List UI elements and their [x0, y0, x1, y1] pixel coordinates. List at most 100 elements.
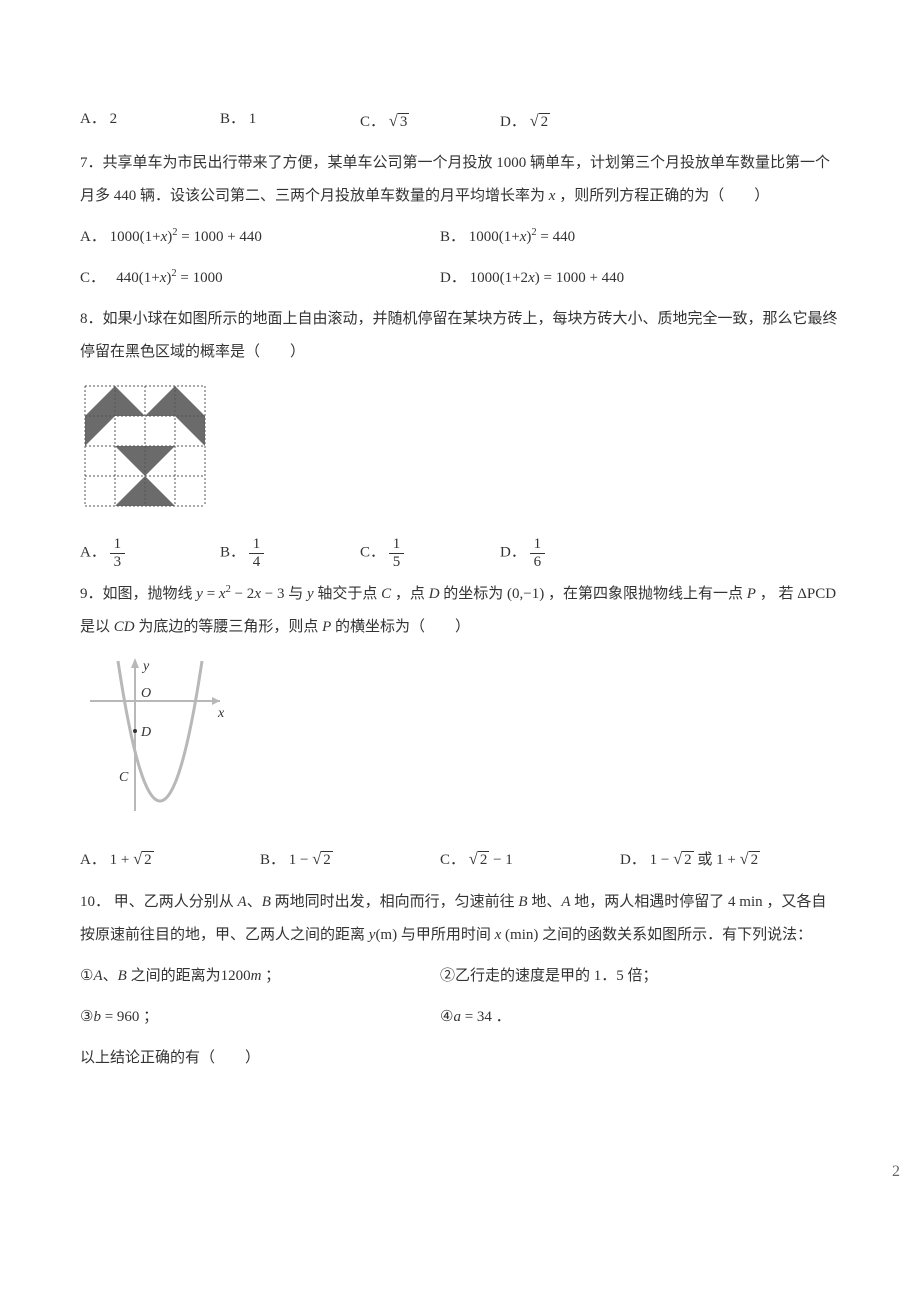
- val: 4 min: [728, 894, 763, 910]
- t: − 3: [261, 586, 284, 602]
- var-b: b: [93, 1009, 101, 1025]
- q7-options-row2: C． 440(1+x)2 = 1000 D． 1000(1+2x) = 1000…: [80, 262, 840, 295]
- exam-page: A． 2 B． 1 C． 3 D． 2 7．共享单车为市民出行带来了方便，某单车…: [0, 0, 920, 1123]
- fraction: 16: [530, 536, 546, 570]
- rhs: = 1000: [177, 270, 223, 286]
- numerator: 1: [530, 536, 546, 554]
- opt-label: B．: [220, 111, 245, 127]
- q-number: 7．: [80, 155, 103, 171]
- denominator: 6: [530, 554, 546, 571]
- numerator: 1: [110, 536, 126, 554]
- pt-a: A: [561, 894, 570, 910]
- sqrt-icon: 2: [469, 841, 490, 877]
- svg-text:x: x: [217, 706, 225, 721]
- var-y: y: [307, 586, 314, 602]
- t: 地，两人相遇时停留了: [571, 894, 725, 910]
- coef: 440(1+: [116, 270, 159, 286]
- q-number: 10．: [80, 894, 110, 910]
- opt-label: A．: [80, 852, 106, 868]
- t: 是以: [80, 619, 114, 635]
- opt-value: 1: [249, 111, 257, 127]
- fraction: 14: [249, 536, 265, 570]
- q10-tail: 以上结论正确的有（ ）: [80, 1042, 840, 1075]
- expr: 1000(1+x)2 = 440: [469, 229, 575, 245]
- eq: = 34 ．: [461, 1009, 511, 1025]
- sqrt-icon: 2: [312, 841, 333, 877]
- q6-option-b: B． 1: [220, 103, 360, 139]
- page-number: 2: [0, 1123, 920, 1181]
- t: 两地同时出发，相向而行，匀速前往: [271, 894, 519, 910]
- coef: 1000(1+: [110, 229, 161, 245]
- opt-label: A．: [80, 111, 106, 127]
- sqrt-arg: 2: [142, 851, 154, 868]
- pt-b: B: [118, 968, 127, 984]
- q6-option-a: A． 2: [80, 103, 220, 139]
- rhs: = 1000 + 440: [177, 229, 261, 245]
- t: 若: [778, 586, 797, 602]
- t: 为底边的等腰三角形，则点: [135, 619, 323, 635]
- t: 甲、乙两人分别从: [110, 894, 238, 910]
- opt-label: C．: [440, 852, 465, 868]
- or: 或: [694, 852, 717, 868]
- var-a: a: [453, 1009, 461, 1025]
- expr: 1000(1+2x) = 1000 + 440: [470, 270, 625, 286]
- pt-b: B: [518, 894, 527, 910]
- q-text: 如果小球在如图所示的地面上自由滚动，并随机停留在某块方砖上，每块方砖大小、质地完…: [80, 311, 838, 360]
- denominator: 4: [249, 554, 265, 571]
- pt-p: P: [747, 586, 756, 602]
- val: 1200: [221, 968, 251, 984]
- t: 之间的距离为: [127, 968, 221, 984]
- q7-options-row1: A． 1000(1+x)2 = 1000 + 440 B． 1000(1+x)2…: [80, 221, 840, 254]
- t: ，点: [391, 586, 429, 602]
- expr: 440(1+x)2 = 1000: [109, 270, 223, 286]
- q8-options: A． 13 B． 14 C． 15 D． 16: [80, 536, 840, 570]
- q9-option-d: D． 1 − 2 或 1 + 2: [620, 841, 760, 877]
- statement-4: ④a = 34 ．: [440, 1001, 511, 1034]
- pt-a: A: [93, 968, 102, 984]
- q10-statements-2: ③b = 960 ； ④a = 34 ．: [80, 1001, 840, 1034]
- q9-option-c: C． 2 − 1: [440, 841, 620, 877]
- sep: 、: [103, 968, 118, 984]
- circ-num: ③: [80, 1009, 93, 1025]
- t: 之间的函数关系如图所示．有下列说法：: [542, 927, 812, 943]
- opt-label: B．: [260, 852, 285, 868]
- pt-p: P: [322, 619, 331, 635]
- q7-option-a: A． 1000(1+x)2 = 1000 + 440: [80, 221, 440, 254]
- q8-figure: [80, 381, 840, 524]
- pt-d: D: [429, 586, 440, 602]
- opt-label: D．: [440, 270, 466, 286]
- q-number: 8．: [80, 311, 103, 327]
- t: − 2: [231, 586, 254, 602]
- opt-label: D．: [620, 852, 646, 868]
- opt-label: D．: [500, 114, 526, 130]
- pre: 1 +: [110, 852, 133, 868]
- opt-label: C．: [360, 114, 385, 130]
- tail: ；: [261, 968, 280, 984]
- svg-text:y: y: [141, 659, 150, 674]
- q9-stem: 9．如图，抛物线 y = x2 − 2x − 3 与 y 轴交于点 C ，点 D…: [80, 578, 840, 644]
- q10-stem: 10． 甲、乙两人分别从 A、B 两地同时出发，相向而行，匀速前往 B 地、A …: [80, 886, 840, 952]
- var: x: [528, 270, 535, 286]
- rhs: = 440: [537, 229, 575, 245]
- post: − 1: [489, 852, 512, 868]
- sqrt-arg: 3: [398, 113, 410, 130]
- pt-c: C: [381, 586, 391, 602]
- sqrt-icon: 2: [673, 841, 694, 877]
- q-text: ，则所列方程正确的为（ ）: [555, 188, 769, 204]
- t: 乙行走的速度是甲的 1．5 倍；: [455, 968, 658, 984]
- pre: 1 −: [289, 852, 312, 868]
- denominator: 5: [389, 554, 405, 571]
- triangle: ΔPCD: [797, 586, 836, 602]
- eq: =: [203, 586, 219, 602]
- rhs: ) = 1000 + 440: [535, 270, 624, 286]
- sqrt-arg: 2: [749, 851, 761, 868]
- t: 与: [284, 586, 307, 602]
- pt-a: A: [238, 894, 247, 910]
- fraction: 15: [389, 536, 405, 570]
- opt-label: D．: [500, 545, 526, 561]
- opt-label: B．: [220, 545, 245, 561]
- seg-cd: CD: [114, 619, 135, 635]
- numerator: 1: [249, 536, 265, 554]
- t: ，: [756, 586, 775, 602]
- sqrt-icon: 2: [133, 841, 154, 877]
